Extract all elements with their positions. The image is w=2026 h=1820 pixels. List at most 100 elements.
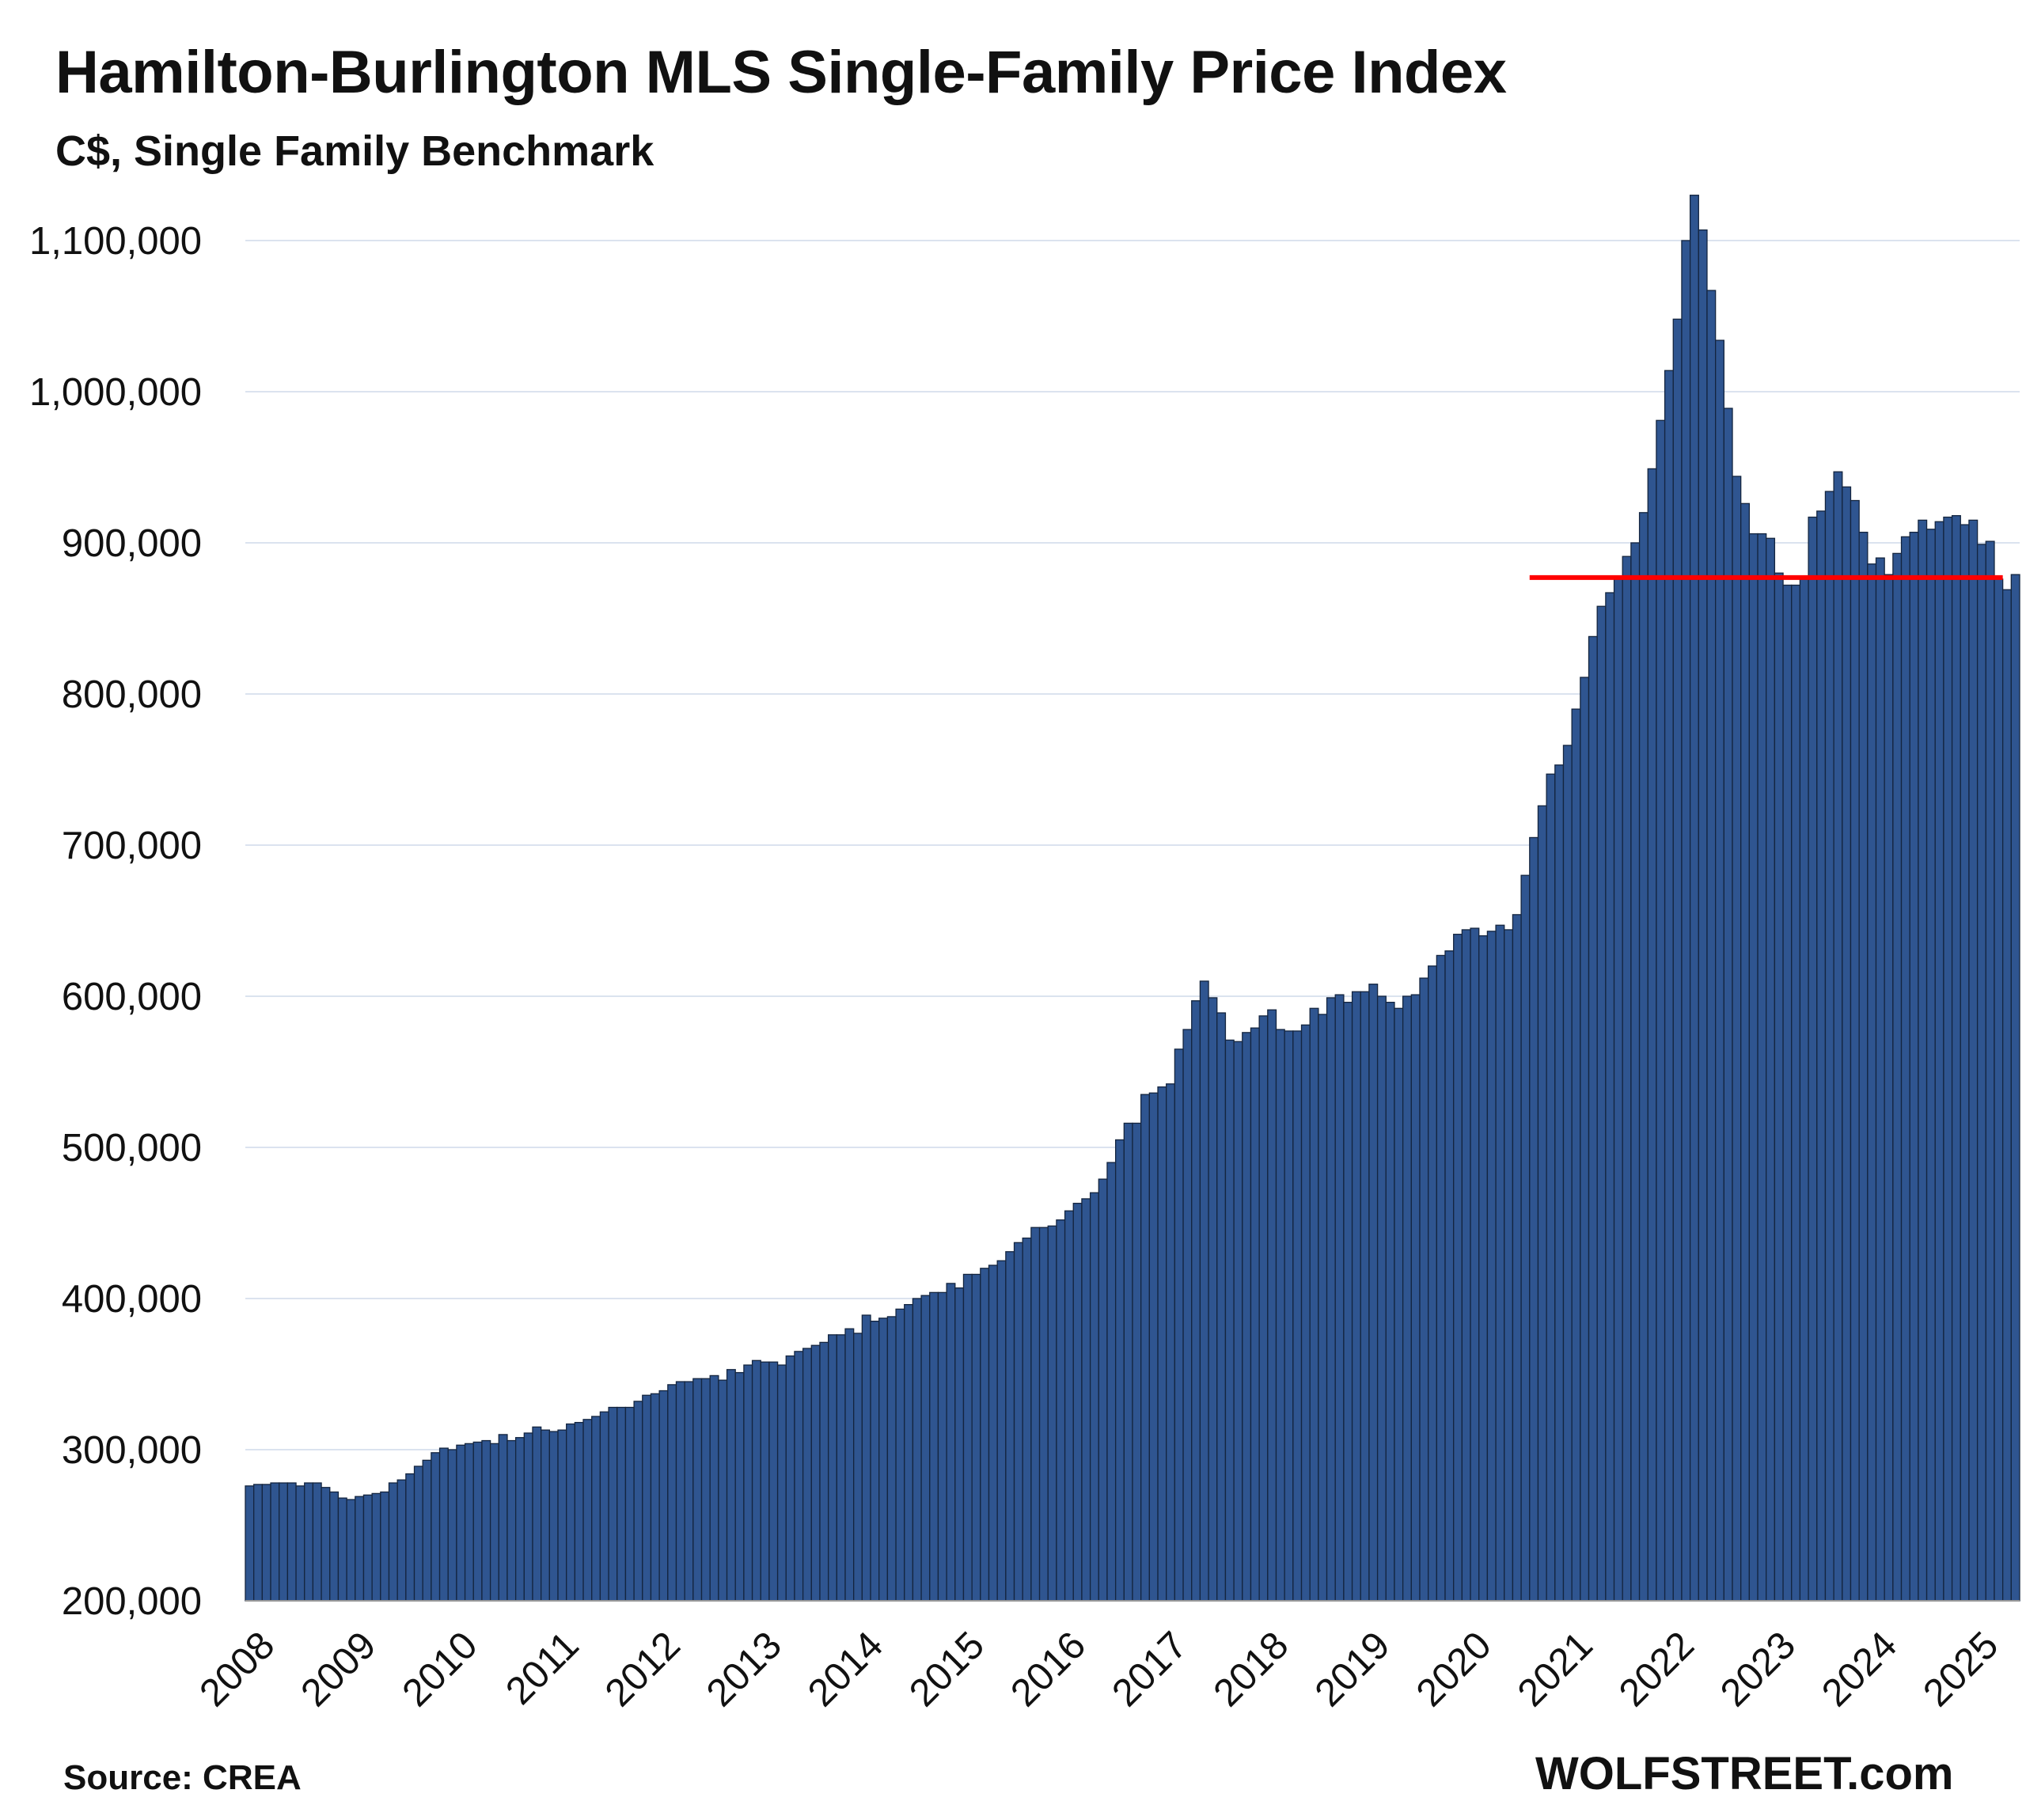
bar — [1934, 521, 1944, 1602]
bar — [1106, 1162, 1117, 1602]
chart-subtitle: C$, Single Family Benchmark — [55, 127, 654, 175]
bar — [1132, 1122, 1142, 1602]
y-tick-label: 1,000,000 — [29, 371, 202, 414]
bar — [447, 1449, 457, 1602]
bar — [1284, 1030, 1294, 1602]
bar — [912, 1298, 922, 1602]
bar — [1799, 575, 1809, 1602]
bar — [1596, 605, 1607, 1602]
bar — [1419, 977, 1429, 1602]
bar — [1123, 1122, 1133, 1602]
bar-series — [245, 195, 2020, 1602]
bar — [388, 1482, 398, 1602]
bar — [1580, 677, 1590, 1602]
bar — [624, 1406, 635, 1602]
bar — [684, 1381, 694, 1602]
bar — [667, 1384, 677, 1602]
bar — [1250, 1027, 1260, 1602]
bar — [1368, 984, 1379, 1602]
bar — [380, 1491, 390, 1602]
bar — [878, 1318, 889, 1602]
bar — [1224, 1039, 1235, 1602]
bar — [1410, 994, 1421, 1602]
x-tick-label: 2012 — [598, 1624, 689, 1715]
bar — [608, 1406, 618, 1602]
bar — [1968, 519, 1979, 1602]
bar — [1005, 1251, 1015, 1602]
bar — [718, 1379, 728, 1602]
bar — [1867, 563, 1877, 1602]
bar — [836, 1334, 846, 1602]
bar — [329, 1491, 340, 1602]
bar — [1461, 929, 1471, 1602]
bar — [962, 1273, 973, 1602]
bar — [506, 1439, 517, 1602]
x-tick-label: 2009 — [293, 1624, 384, 1715]
bar — [1081, 1198, 1091, 1602]
bar — [355, 1496, 365, 1602]
bar — [1072, 1203, 1083, 1602]
bar — [1689, 195, 1699, 1602]
x-tick-label: 2013 — [699, 1624, 790, 1715]
bar — [1613, 578, 1623, 1602]
y-tick-label: 500,000 — [62, 1127, 202, 1170]
bar — [464, 1443, 474, 1602]
bar — [1495, 924, 1505, 1602]
bar — [1976, 544, 1986, 1602]
bar — [1267, 1009, 1277, 1602]
bar — [1766, 537, 1776, 1602]
bar — [642, 1394, 652, 1602]
x-tick-label: 2025 — [1915, 1624, 2006, 1715]
x-tick-label: 2011 — [498, 1624, 587, 1713]
bar — [726, 1369, 736, 1602]
bar — [1723, 408, 1733, 1602]
bar — [1546, 773, 1556, 1602]
bar — [954, 1287, 965, 1602]
source-note: Source: CREA — [63, 1758, 302, 1797]
bar — [1782, 584, 1793, 1602]
bar — [700, 1378, 711, 1602]
bar — [1199, 980, 1209, 1602]
bar — [1951, 514, 1961, 1602]
bar — [937, 1291, 947, 1602]
bar — [1047, 1225, 1057, 1602]
bar — [1182, 1029, 1193, 1602]
bar — [1715, 339, 1724, 1602]
bar — [1504, 929, 1514, 1602]
bar — [810, 1344, 821, 1602]
bar — [1842, 486, 1852, 1602]
bar — [1791, 584, 1801, 1602]
bar — [1470, 927, 1480, 1602]
bar — [870, 1321, 880, 1602]
bar — [1056, 1219, 1066, 1602]
bar — [929, 1291, 939, 1602]
bar — [371, 1492, 381, 1602]
bar — [768, 1361, 779, 1602]
bar — [362, 1494, 373, 1602]
bar — [751, 1359, 761, 1602]
x-tick-label: 2023 — [1713, 1624, 1804, 1715]
bar — [2001, 589, 2012, 1602]
bar — [312, 1482, 322, 1602]
bar — [566, 1423, 576, 1602]
bar — [1394, 1007, 1404, 1602]
x-tick-label: 2016 — [1003, 1624, 1094, 1715]
bar — [1622, 555, 1632, 1602]
bar — [599, 1411, 609, 1602]
bar — [1909, 531, 1919, 1602]
y-tick-label: 300,000 — [62, 1429, 202, 1472]
bar — [1630, 542, 1641, 1602]
bar — [548, 1431, 559, 1602]
bar — [582, 1419, 593, 1602]
bar — [1554, 764, 1565, 1602]
y-tick-label: 700,000 — [62, 825, 202, 867]
bar — [920, 1295, 931, 1602]
x-tick-label: 2022 — [1611, 1624, 1702, 1715]
bar — [1292, 1030, 1303, 1602]
bar — [1706, 290, 1717, 1602]
brand-watermark: WOLFSTREET.com — [1535, 1748, 1954, 1799]
bar — [1816, 510, 1827, 1602]
bar — [1157, 1086, 1167, 1602]
x-tick-label: 2010 — [394, 1624, 485, 1715]
